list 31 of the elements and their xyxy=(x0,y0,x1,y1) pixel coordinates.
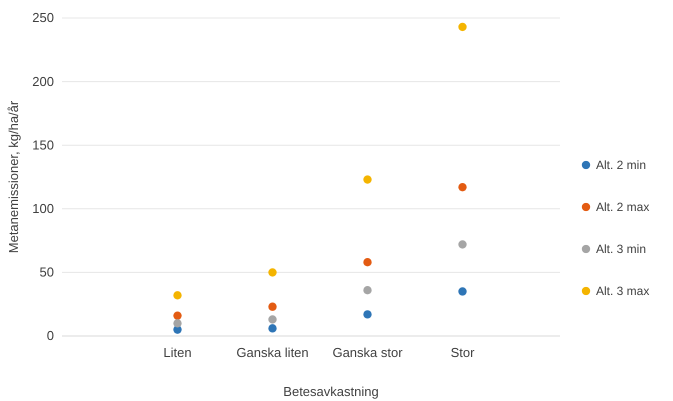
point xyxy=(363,258,372,266)
point xyxy=(173,291,182,300)
legend-label: Alt. 3 min xyxy=(596,242,646,256)
y-tick-label: 100 xyxy=(32,200,54,216)
point xyxy=(458,287,467,296)
x-tick-label: Ganska liten xyxy=(236,345,309,360)
x-tick-label: Stor xyxy=(450,345,476,360)
point xyxy=(363,175,372,184)
point xyxy=(363,310,372,319)
point xyxy=(268,324,277,333)
point xyxy=(268,302,277,311)
point xyxy=(173,319,182,328)
x-tick-label: Liten xyxy=(163,345,192,360)
y-tick-label: 150 xyxy=(32,137,54,152)
point xyxy=(268,315,277,324)
legend-label: Alt. 2 min xyxy=(596,158,646,172)
point xyxy=(363,286,372,294)
point xyxy=(458,240,467,249)
y-tick-label: 50 xyxy=(40,264,54,280)
point xyxy=(173,311,182,320)
y-axis-title: Metanemissioner, kg/ha/år xyxy=(6,100,21,254)
point xyxy=(458,22,467,32)
point xyxy=(268,268,277,277)
y-tick-label: 200 xyxy=(32,74,54,89)
legend-label: Alt. 2 max xyxy=(596,200,650,214)
legend-label: Alt. 3 max xyxy=(596,284,650,298)
y-tick-label: 0 xyxy=(46,328,54,344)
x-tick-label: Ganska stor xyxy=(332,345,404,360)
point xyxy=(458,183,467,192)
y-tick-label: 250 xyxy=(32,10,54,26)
x-axis-title: Betesavkastning xyxy=(283,384,379,399)
